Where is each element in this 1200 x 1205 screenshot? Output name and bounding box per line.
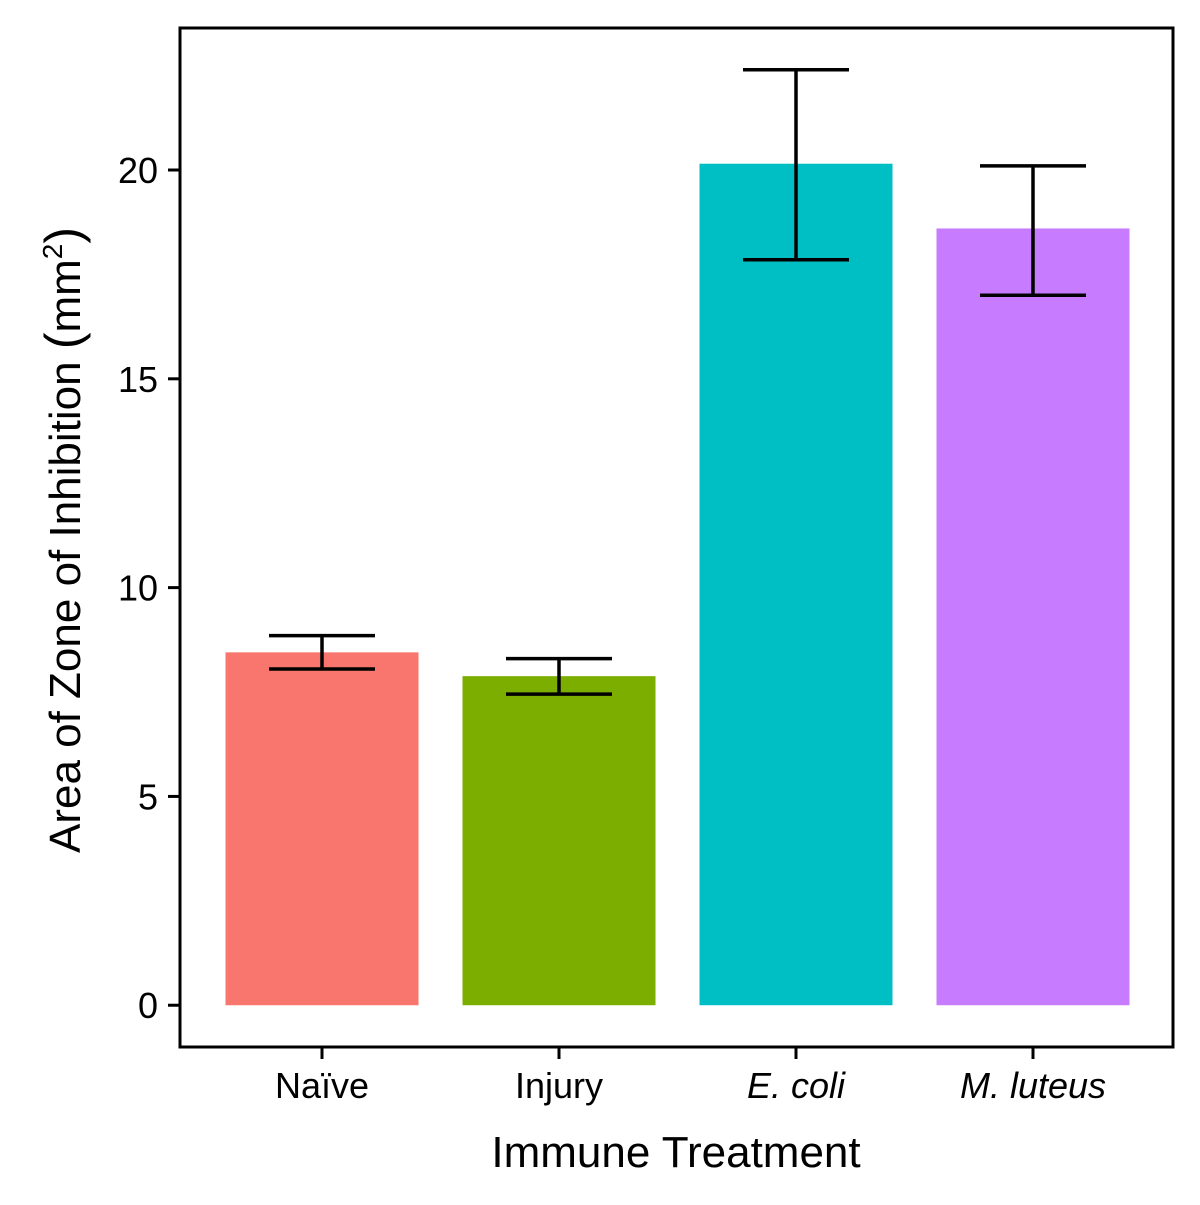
- y-tick-label: 15: [118, 359, 158, 400]
- y-axis-title-superscript: 2: [37, 244, 68, 260]
- bar: [936, 228, 1130, 1006]
- x-tick-label: M. luteus: [960, 1065, 1106, 1106]
- y-tick-label: 5: [138, 776, 158, 817]
- y-axis-title: Area of Zone of Inhibition (mm2): [35, 227, 91, 853]
- bar: [225, 652, 419, 1006]
- y-axis-title-main: Area of Zone of Inhibition: [41, 349, 90, 853]
- x-axis-title: Immune Treatment: [491, 1128, 860, 1177]
- bar: [699, 163, 893, 1006]
- bars-layer: [225, 163, 1130, 1006]
- x-tick-label: Naïve: [275, 1065, 369, 1106]
- y-axis-title-open-paren: (: [35, 332, 91, 349]
- y-tick-label: 10: [118, 568, 158, 609]
- y-axis-title-close-paren: ): [35, 227, 91, 244]
- x-axis: Naïve Injury E. coli M. luteus: [180, 1045, 1173, 1106]
- y-tick-label: 0: [138, 985, 158, 1026]
- error-bars-layer: [269, 68, 1086, 696]
- y-axis: 0 5 10 15 20: [118, 28, 182, 1047]
- y-tick-label: 20: [118, 150, 158, 191]
- y-axis-title-unit: mm: [41, 259, 90, 332]
- bar: [462, 676, 656, 1006]
- x-tick-label: Injury: [515, 1065, 603, 1106]
- x-tick-label: E. coli: [747, 1065, 846, 1106]
